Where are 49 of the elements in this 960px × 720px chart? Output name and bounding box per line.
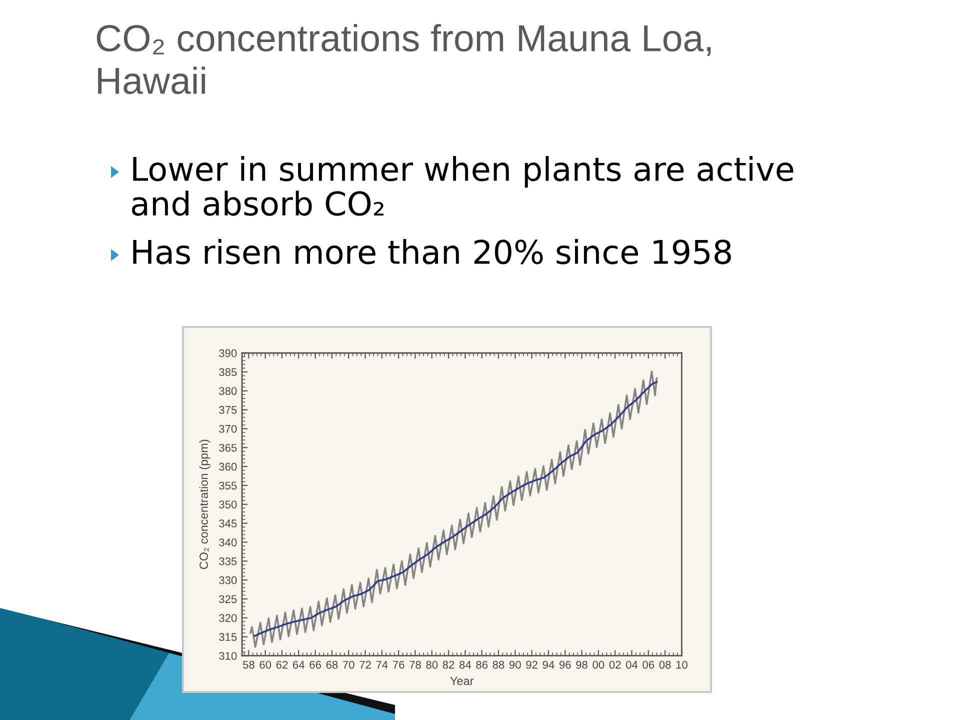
x-tick-label: 74	[376, 660, 388, 669]
y-tick-label: 320	[219, 614, 237, 622]
y-axis-title: CO₂ concentration (ppm)	[199, 440, 210, 570]
x-tick-label: 66	[310, 660, 321, 669]
x-tick-label: 68	[326, 660, 338, 669]
y-tick-label: 325	[219, 595, 237, 604]
x-tick-label: 02	[609, 660, 621, 669]
y-tick-label: 390	[219, 349, 237, 358]
y-tick-label: 380	[219, 387, 237, 395]
x-tick-label: 10	[676, 660, 688, 669]
y-tick-label: 355	[219, 482, 237, 490]
y-tick-label: 370	[219, 424, 237, 433]
x-tick-label: 64	[293, 660, 304, 669]
text: Has risen more than 20% since 1958	[133, 239, 731, 264]
x-tick-label: 60	[260, 660, 272, 669]
x-tick-label: 90	[509, 660, 521, 669]
y-tick-label: 345	[219, 520, 237, 528]
x-tick-label: 86	[476, 660, 488, 669]
x-tick-label: 00	[592, 660, 604, 669]
x-tick-label: 98	[576, 660, 588, 669]
y-tick-label: 340	[219, 538, 237, 546]
x-tick-label: 08	[659, 660, 671, 669]
x-tick-label: 76	[392, 660, 404, 669]
x-tick-label: 96	[559, 660, 571, 669]
y-tick-label: 310	[219, 652, 237, 660]
x-axis-title: Year	[450, 676, 474, 686]
x-tick-label: 72	[360, 660, 371, 669]
x-tick-label: 58	[242, 660, 254, 669]
chart-title: CO₂ concentrations from Mauna Loa, Hawaii	[96, 24, 711, 94]
y-tick-label: 335	[219, 557, 237, 566]
x-tick-label: 88	[492, 660, 504, 669]
x-tick-label: 84	[459, 660, 472, 669]
x-tick-label: 80	[426, 660, 438, 669]
y-tick-label: 360	[219, 462, 237, 471]
x-tick-label: 92	[526, 660, 538, 669]
x-tick-label: 04	[626, 660, 638, 669]
x-tick-label: 62	[276, 660, 288, 669]
y-tick-label: 315	[219, 633, 237, 641]
y-tick-label: 330	[219, 576, 237, 584]
y-tick-label: 350	[219, 500, 237, 508]
x-tick-label: 70	[342, 660, 354, 669]
text: Lower in summer when plants are active and absorb CO₂	[132, 156, 794, 216]
x-tick-label: 94	[542, 660, 554, 669]
x-tick-label: 06	[642, 660, 654, 669]
x-tick-label: 82	[442, 660, 454, 669]
x-tick-label: 78	[410, 660, 421, 669]
y-tick-label: 385	[219, 368, 237, 376]
y-tick-label: 365	[219, 444, 237, 452]
y-tick-label: 375	[219, 406, 237, 414]
